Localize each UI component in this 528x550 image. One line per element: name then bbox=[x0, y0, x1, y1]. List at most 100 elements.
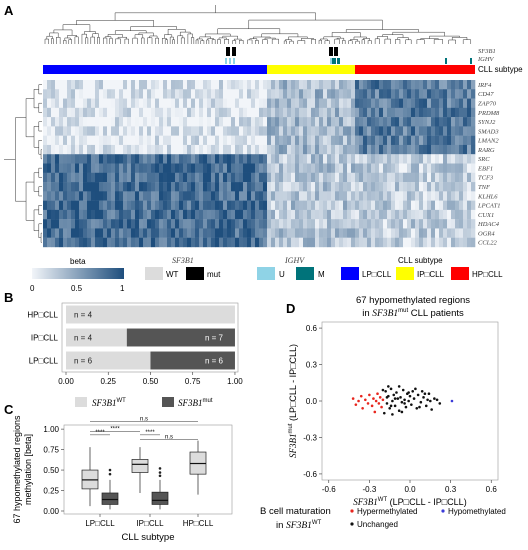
heatmap-cell bbox=[463, 144, 468, 155]
sf3b1-mut-mark bbox=[329, 47, 331, 56]
heatmap-cell bbox=[151, 80, 156, 90]
heatmap-cell bbox=[91, 107, 96, 118]
heatmap-cell bbox=[91, 163, 96, 173]
heatmap-cell bbox=[423, 237, 428, 248]
heatmap-cell bbox=[455, 163, 460, 173]
y-tick-label: 0.75 bbox=[43, 446, 59, 455]
heatmap-cell bbox=[319, 182, 324, 192]
heatmap-cell bbox=[231, 237, 236, 248]
heatmap-cell bbox=[391, 98, 396, 109]
heatmap-cell bbox=[307, 237, 312, 248]
heatmap-cell bbox=[267, 200, 272, 211]
heatmap-cell bbox=[299, 80, 304, 90]
heatmap-cell bbox=[123, 107, 128, 118]
heatmap-cell bbox=[103, 154, 108, 164]
heatmap-cell bbox=[195, 182, 200, 192]
heatmap-cell bbox=[387, 107, 392, 118]
heatmap-cell bbox=[111, 107, 116, 118]
heatmap-cell bbox=[367, 154, 372, 164]
heatmap-cell bbox=[107, 80, 112, 90]
heatmap-cell bbox=[167, 154, 172, 164]
heatmap-cell bbox=[435, 126, 440, 136]
heatmap-cell bbox=[355, 172, 360, 183]
heatmap-cell bbox=[403, 98, 408, 109]
heatmap-cell bbox=[423, 154, 428, 164]
heatmap-cell bbox=[339, 200, 344, 211]
heatmap-cell bbox=[191, 98, 196, 109]
heatmap-cell bbox=[331, 172, 336, 183]
heatmap-cell bbox=[459, 126, 464, 136]
heatmap-cell bbox=[255, 172, 260, 183]
heatmap-cell bbox=[371, 107, 376, 118]
heatmap-cell bbox=[91, 98, 96, 109]
scatter-point bbox=[397, 385, 401, 388]
scatter-point bbox=[403, 398, 406, 402]
heatmap-cell bbox=[99, 144, 104, 155]
anno-label-sf3b1: SF3B1 bbox=[478, 48, 496, 55]
heatmap-cell bbox=[143, 200, 148, 211]
heatmap-cell bbox=[459, 117, 464, 127]
heatmap-cell bbox=[423, 98, 428, 109]
heatmap-cell bbox=[247, 228, 252, 238]
heatmap-cell bbox=[79, 219, 84, 229]
heatmap-cell bbox=[219, 191, 224, 201]
heatmap-cell bbox=[435, 219, 440, 229]
heatmap-cell bbox=[283, 135, 288, 146]
heatmap-cell bbox=[211, 117, 216, 127]
heatmap-cell bbox=[315, 172, 320, 183]
heatmap-cell bbox=[375, 228, 380, 238]
heatmap-cell bbox=[319, 89, 324, 99]
heatmap-cell bbox=[135, 191, 140, 201]
heatmap-cell bbox=[131, 200, 136, 211]
heatmap-cell bbox=[187, 172, 192, 183]
heatmap-cell bbox=[43, 163, 48, 173]
heatmap-cell bbox=[55, 172, 60, 183]
heatmap-cell bbox=[407, 209, 412, 220]
heatmap-cell bbox=[167, 135, 172, 146]
heatmap-cell bbox=[227, 191, 232, 201]
heatmap-cell bbox=[187, 200, 192, 211]
heatmap-cell bbox=[255, 89, 260, 99]
heatmap-cell bbox=[187, 219, 192, 229]
heatmap-cell bbox=[383, 144, 388, 155]
heatmap-cell bbox=[299, 219, 304, 229]
heatmap-cell bbox=[183, 98, 188, 109]
heatmap-cell bbox=[295, 144, 300, 155]
heatmap-cell bbox=[79, 154, 84, 164]
heatmap-cell bbox=[287, 89, 292, 99]
heatmap-cell bbox=[351, 228, 356, 238]
heatmap-cell bbox=[71, 89, 76, 99]
heatmap-cell bbox=[243, 126, 248, 136]
heatmap-cell bbox=[215, 200, 220, 211]
heatmap-cell bbox=[227, 172, 232, 183]
heatmap-cell bbox=[47, 135, 52, 146]
heatmap-cell bbox=[179, 107, 184, 118]
heatmap-cell bbox=[131, 98, 136, 109]
box-outlier bbox=[158, 467, 162, 470]
heatmap-cell bbox=[195, 80, 200, 90]
heatmap-cell bbox=[135, 107, 140, 118]
heatmap-cell bbox=[295, 135, 300, 146]
heatmap-cell bbox=[239, 219, 244, 229]
heatmap-cell bbox=[339, 237, 344, 248]
heatmap-cell bbox=[87, 219, 92, 229]
panel-b-legend: SF3B1WT SF3B1mut bbox=[75, 397, 213, 408]
heatmap-cell bbox=[299, 182, 304, 192]
heatmap-cell bbox=[303, 98, 308, 109]
heatmap-cell bbox=[379, 182, 384, 192]
heatmap-cell bbox=[299, 98, 304, 109]
sf3b1-legend-title: SF3B1 bbox=[172, 256, 194, 265]
heatmap-cell bbox=[175, 98, 180, 109]
heatmap-cell bbox=[235, 135, 240, 146]
heatmap-cell bbox=[299, 237, 304, 248]
annotation-bars bbox=[43, 47, 475, 74]
heatmap-cell bbox=[283, 98, 288, 109]
heatmap-cell bbox=[267, 144, 272, 155]
heatmap-cell bbox=[375, 144, 380, 155]
heatmap-cell bbox=[335, 200, 340, 211]
heatmap-cell bbox=[207, 228, 212, 238]
heatmap-cell bbox=[87, 98, 92, 109]
gene-label: TNF bbox=[478, 184, 491, 191]
heatmap-cell bbox=[71, 200, 76, 211]
heatmap-cell bbox=[127, 144, 132, 155]
